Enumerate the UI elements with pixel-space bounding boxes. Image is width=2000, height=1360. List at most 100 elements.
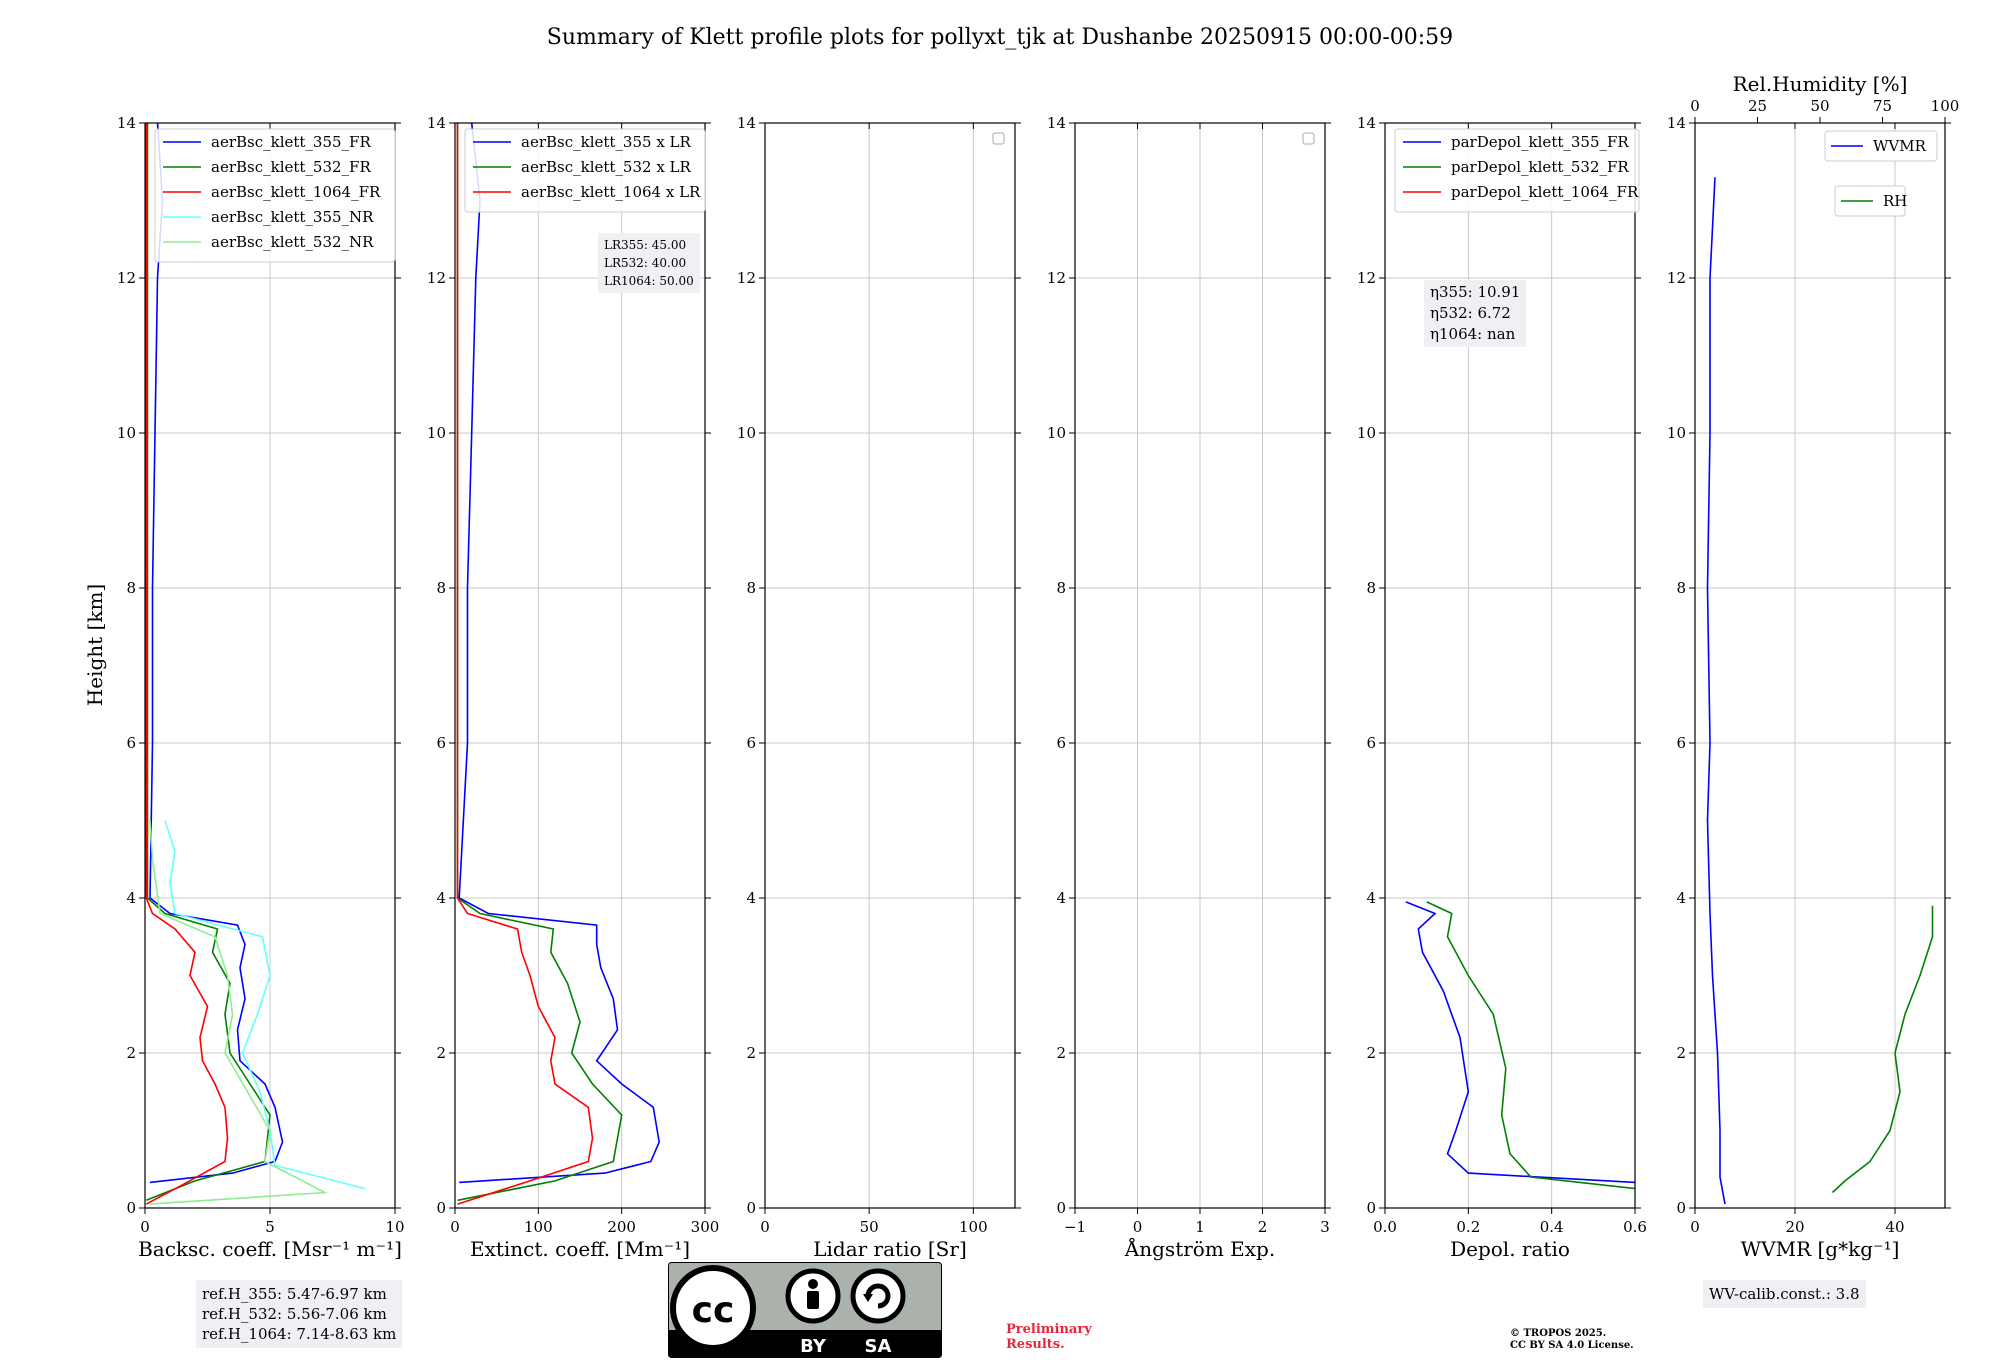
series-bsc-2 [145,123,229,1205]
legend-entry: RH [1883,192,1907,210]
empty-legend [992,132,1005,145]
x-tick-label: 0 [1690,1218,1700,1236]
legend-box [1824,130,1938,162]
y-tick-label: 0 [746,1199,756,1217]
legend-entry: parDepol_klett_532_FR [1451,158,1629,176]
x-tick-label: 10 [385,1218,404,1236]
y-tick-label: 6 [746,734,756,752]
top-tick-label: 0 [1690,97,1700,115]
svg-text:cc: cc [692,1290,735,1331]
series-bsc-4 [149,820,328,1205]
y-tick-label: 14 [737,114,756,132]
y-tick-label: 4 [746,889,756,907]
y-tick-label: 2 [126,1044,136,1062]
y-tick-label: 10 [117,424,136,442]
x-tick-label: 100 [959,1218,988,1236]
y-tick-label: 2 [1056,1044,1066,1062]
x-axis-label: Depol. ratio [1450,1237,1570,1261]
panel-lr: 0 50 100 0 2 4 6 8 10 12 14 Lidar ratio [Sr] [737,114,1021,1261]
empty-legend [1302,132,1315,145]
y-tick-label: 14 [1047,114,1066,132]
x-tick-label: 0 [450,1218,460,1236]
copyright-line-2: CC BY SA 4.0 License. [1510,1340,1634,1351]
y-tick-label: 8 [1366,579,1376,597]
y-tick-label: 10 [427,424,446,442]
preliminary-note: Preliminary Results. [1006,1322,1092,1352]
legend-entry: aerBsc_klett_355 x LR [521,133,692,151]
y-tick-label: 6 [436,734,446,752]
eta-box: η355: 10.91 η532: 6.72 η1064: nan [1424,280,1527,347]
x-tick-label: 0.0 [1373,1218,1397,1236]
panel-depol: 0.0 0.2 0.4 0.6 0 2 4 6 8 10 12 14 Depol. ratio parDe… [1357,114,1647,1261]
x-tick-label: 0.6 [1623,1218,1647,1236]
y-tick-label: 0 [126,1199,136,1217]
copyright-note: © TROPOS 2025. CC BY SA 4.0 License. [1510,1328,1634,1352]
y-tick-label: 12 [427,269,446,287]
y-tick-label: 2 [1366,1044,1376,1062]
x-tick-label: 300 [691,1218,720,1236]
series-wv-1 [1831,905,1934,1194]
eta-532: η532: 6.72 [1430,304,1511,322]
ref-h-532: ref.H_532: 5.56-7.06 km [202,1305,387,1323]
series-bsc-0 [149,122,284,1184]
y-tick-label: 12 [1667,269,1686,287]
legend-entry: aerBsc_klett_1064 x LR [521,183,701,201]
top-tick-label: 75 [1873,97,1892,115]
x-tick-label: 0.4 [1540,1218,1564,1236]
legend-entry: aerBsc_klett_532_FR [211,158,371,176]
axes-frame [454,122,706,1209]
y-tick-label: 14 [427,114,446,132]
y-tick-label: 12 [1047,269,1066,287]
x-tick-label: 40 [1885,1218,1904,1236]
figure-title: Summary of Klett profile plots for polly… [547,25,1453,50]
wv-calib-text: WV-calib.const.: 3.8 [1709,1285,1860,1303]
x-tick-label: 0.2 [1456,1218,1480,1236]
top-axis-label: Rel.Humidity [%] [1733,72,1908,96]
legend-entry: WVMR [1873,137,1927,155]
lr-box: LR355: 45.00 LR532: 40.00 LR1064: 50.00 [598,233,700,293]
legend-entry: aerBsc_klett_355_NR [211,208,374,226]
top-tick-label: 25 [1748,97,1767,115]
copyright-line-1: © TROPOS 2025. [1510,1328,1607,1339]
x-tick-label: 0 [140,1218,150,1236]
y-tick-label: 12 [737,269,756,287]
panel-ext: 0 100 200 300 0 2 4 6 8 10 12 14 Extinct. coeff. [Mm… [427,114,719,1261]
y-tick-label: 12 [1357,269,1376,287]
y-tick-label: 12 [117,269,136,287]
axes-frame [1694,122,1946,1209]
eta-1064: η1064: nan [1430,325,1516,343]
y-tick-label: 10 [737,424,756,442]
x-axis-label: Lidar ratio [Sr] [813,1237,967,1261]
panel-wv: 0 20 40 0 2 4 6 8 10 12 14 WVMR [g*kg⁻¹] 0 25 50 75 100 R… [1667,72,1959,1261]
legend-entry: aerBsc_klett_532_NR [211,233,374,251]
x-axis-label: WVMR [g*kg⁻¹] [1741,1237,1900,1261]
y-tick-label: 4 [1056,889,1066,907]
x-tick-label: −1 [1064,1218,1086,1236]
axes-frame [1384,122,1636,1209]
legend-box [154,128,396,263]
series-depol-0 [1405,901,1636,1184]
y-tick-label: 6 [126,734,136,752]
legend-entry: aerBsc_klett_355_FR [211,133,371,151]
ref-h-355: ref.H_355: 5.47-6.97 km [202,1285,387,1303]
x-tick-label: 200 [607,1218,636,1236]
series-wv-0 [1706,177,1726,1205]
y-axis-label: Height [km] [83,584,107,706]
x-tick-label: 0 [1133,1218,1143,1236]
y-tick-label: 6 [1056,734,1066,752]
preliminary-line-2: Results. [1006,1337,1065,1352]
y-tick-label: 8 [1676,579,1686,597]
series-ext-2 [456,123,594,1205]
x-tick-label: 5 [265,1218,275,1236]
cc-icon [670,1265,756,1351]
y-tick-label: 4 [1366,889,1376,907]
x-tick-label: 100 [524,1218,553,1236]
y-tick-label: 6 [1366,734,1376,752]
y-tick-label: 0 [1366,1199,1376,1217]
y-tick-label: 14 [1357,114,1376,132]
legend-entry: aerBsc_klett_532 x LR [521,158,692,176]
legend-box [464,128,706,213]
x-tick-label: 0 [760,1218,770,1236]
